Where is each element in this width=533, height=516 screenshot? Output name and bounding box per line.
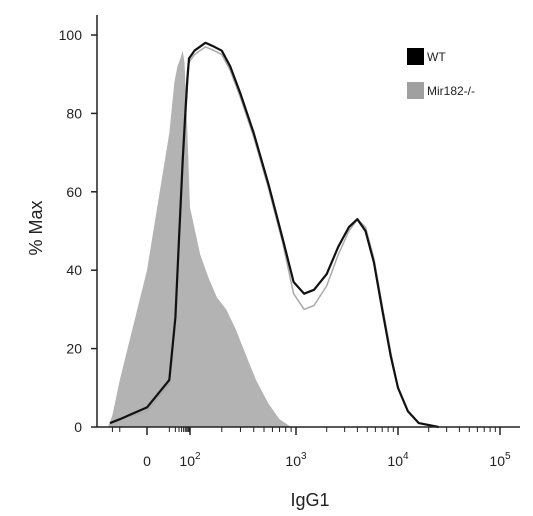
legend-label-mir182: Mir182-/-	[427, 84, 475, 98]
tick-layer: 0 20 40 60 80 100 0 102 103 104 105	[59, 27, 511, 469]
y-tick-label-0: 0	[74, 419, 82, 435]
y-axis-title: % Max	[26, 200, 46, 255]
legend: WT Mir182-/-	[407, 48, 475, 99]
x-tick-label-1000: 103	[285, 451, 307, 469]
y-tick-label-40: 40	[66, 262, 82, 278]
x-tick-label-0: 0	[143, 453, 151, 469]
legend-swatch-wt	[407, 48, 424, 65]
x-tick-label-10000: 104	[387, 451, 409, 469]
series-wt-line	[109, 41, 439, 429]
y-tick-label-60: 60	[66, 184, 82, 200]
series-mir182-filled-area	[108, 50, 292, 427]
y-tick-label-100: 100	[59, 27, 83, 43]
legend-label-wt: WT	[427, 50, 446, 64]
y-tick-label-80: 80	[66, 105, 82, 121]
y-tick-label-20: 20	[66, 341, 82, 357]
x-tick-label-100: 102	[179, 451, 201, 469]
legend-swatch-mir182	[407, 82, 424, 99]
x-axis-title: IgG1	[290, 490, 329, 510]
series-layer	[108, 41, 439, 429]
x-tick-label-100000: 105	[489, 451, 511, 469]
